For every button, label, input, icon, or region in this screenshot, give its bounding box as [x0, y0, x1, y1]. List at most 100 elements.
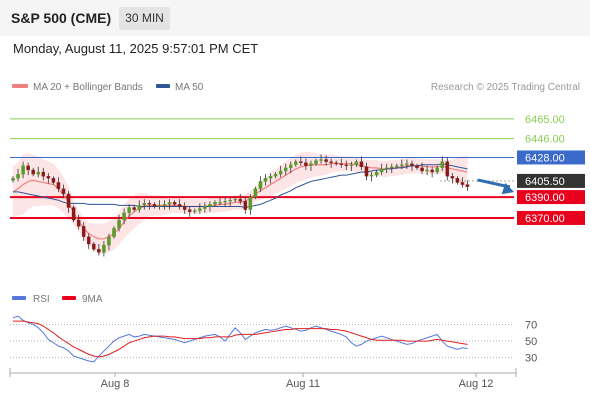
candle-body — [354, 161, 359, 165]
candle-body — [213, 202, 217, 205]
candle-body — [445, 161, 450, 177]
candle-body — [450, 176, 455, 179]
candle-body — [425, 169, 429, 172]
x-tick-label: Aug 11 — [286, 378, 320, 390]
credit-label: Research © 2025 Trading Central — [431, 82, 580, 93]
candle-body — [51, 178, 56, 183]
candle-body — [263, 178, 268, 182]
candle-body — [21, 165, 25, 175]
ma50-legend-label: MA 50 — [175, 82, 204, 93]
candle-body — [127, 207, 131, 213]
candle-body — [364, 166, 369, 177]
candle-body — [187, 209, 192, 212]
candle-body — [440, 161, 444, 169]
candle-body — [66, 193, 71, 208]
candle-body — [61, 188, 66, 195]
candle-body — [415, 165, 419, 169]
candle-body — [309, 163, 313, 166]
candle-body — [152, 204, 157, 207]
candle-body — [369, 175, 374, 177]
candle-body — [172, 202, 177, 205]
candle-body — [324, 159, 328, 162]
rsi-ref-label: 50 — [525, 336, 537, 348]
candle-body — [56, 182, 61, 189]
candle-body — [41, 171, 46, 177]
candle-body — [334, 162, 338, 164]
candle-body — [177, 204, 182, 207]
candle-body — [218, 202, 222, 204]
candle-body — [11, 178, 15, 181]
candle-body — [314, 160, 318, 164]
forecast-arrow-head — [501, 182, 514, 195]
candle-body — [87, 236, 91, 245]
candle-body — [329, 161, 333, 163]
candle-body — [268, 176, 273, 179]
candle-body — [117, 219, 121, 229]
datetime-label: Monday, August 11, 2025 9:57:01 PM CET — [13, 41, 259, 56]
level-label-6446.00: 6446.00 — [525, 134, 565, 146]
x-tick-label: Aug 8 — [101, 378, 130, 390]
candle-body — [36, 171, 41, 175]
candle-body — [435, 167, 439, 173]
candle-body — [339, 163, 343, 165]
candle-body — [97, 249, 101, 253]
ma50-legend-swatch — [156, 84, 170, 88]
candle-body — [157, 205, 162, 207]
candle-body — [132, 207, 136, 210]
bollinger-legend-label: MA 20 + Bollinger Bands — [33, 82, 143, 93]
candle-body — [410, 163, 414, 166]
level-label-6390.00: 6390.00 — [525, 192, 565, 204]
level-tag-6370.00 — [517, 210, 585, 225]
x-tick-label: Aug 12 — [459, 378, 494, 390]
candle-body — [233, 199, 237, 201]
candle-body — [374, 171, 379, 176]
candle-body — [319, 159, 323, 161]
last-price-tag — [517, 173, 585, 188]
rsi-ref-label: 70 — [525, 319, 537, 331]
candle-body — [46, 176, 51, 179]
candle-body — [182, 206, 187, 210]
candle-body — [228, 200, 232, 202]
candle-body — [92, 243, 96, 250]
symbol-title: S&P 500 (CME) — [11, 10, 112, 26]
candle-body — [81, 226, 86, 237]
candle-body — [253, 188, 258, 198]
candle-body — [304, 162, 308, 166]
candle-body — [137, 205, 141, 210]
candle-body — [162, 204, 167, 206]
candle-body — [167, 202, 172, 205]
candle-body — [283, 167, 288, 172]
candle-body — [193, 210, 197, 212]
last-price-label: 6405.50 — [525, 176, 565, 188]
rsi-legend-label: RSI — [33, 294, 50, 305]
candle-body — [395, 165, 399, 167]
candle-body — [258, 181, 263, 189]
level-tag-6428.00 — [517, 150, 585, 165]
candle-body — [420, 167, 424, 172]
candle-body — [112, 228, 116, 237]
rsi-line — [12, 315, 468, 363]
candle-body — [122, 212, 126, 221]
candle-body — [299, 161, 303, 163]
candle-body — [31, 169, 35, 175]
candle-body — [208, 204, 212, 207]
candle-body — [142, 203, 147, 206]
bollinger-legend-swatch — [12, 84, 28, 88]
candle-body — [198, 208, 202, 211]
candle-body — [238, 199, 242, 202]
candle-body — [349, 164, 354, 166]
candle-body — [465, 184, 470, 187]
candle-body — [455, 178, 460, 183]
candle-body — [76, 219, 81, 227]
candle-body — [26, 165, 30, 171]
candle-body — [273, 173, 278, 177]
timeframe-button[interactable]: 30 MIN — [119, 7, 170, 30]
candle-body — [223, 201, 227, 203]
candle-body — [288, 164, 293, 169]
candle-body — [243, 201, 248, 210]
rsi-ma-line — [13, 320, 468, 358]
candle-body — [278, 170, 283, 175]
candle-body — [107, 236, 111, 246]
